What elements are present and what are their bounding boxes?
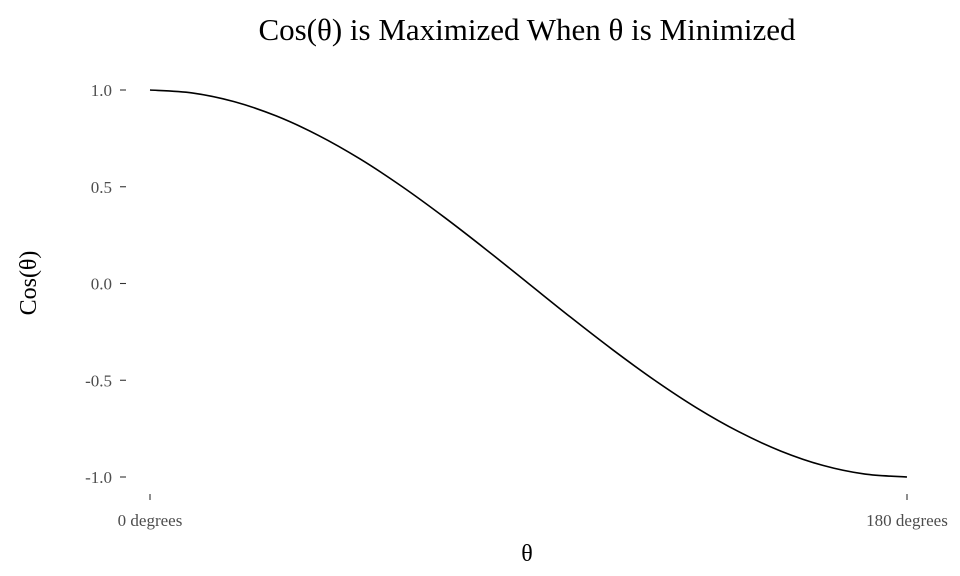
y-tick-label: 1.0 xyxy=(91,81,112,100)
y-axis-title: Cos(θ) xyxy=(16,251,42,316)
plot-area: 1.0 0.5 0.0 -0.5 -1.0 0 degrees 180 degrees xyxy=(85,81,948,530)
x-axis-title: θ xyxy=(521,541,533,567)
y-tick-label: 0.0 xyxy=(91,275,112,294)
cosine-series-line xyxy=(149,89,908,478)
x-tick-label: 180 degrees xyxy=(866,511,948,530)
x-tick-label: 0 degrees xyxy=(118,511,183,530)
y-tick-label: -0.5 xyxy=(85,371,112,390)
y-tick-label: -1.0 xyxy=(85,468,112,487)
y-tick-label: 0.5 xyxy=(91,178,112,197)
chart-title: Cos(θ) is Maximized When θ is Minimized xyxy=(258,12,796,47)
